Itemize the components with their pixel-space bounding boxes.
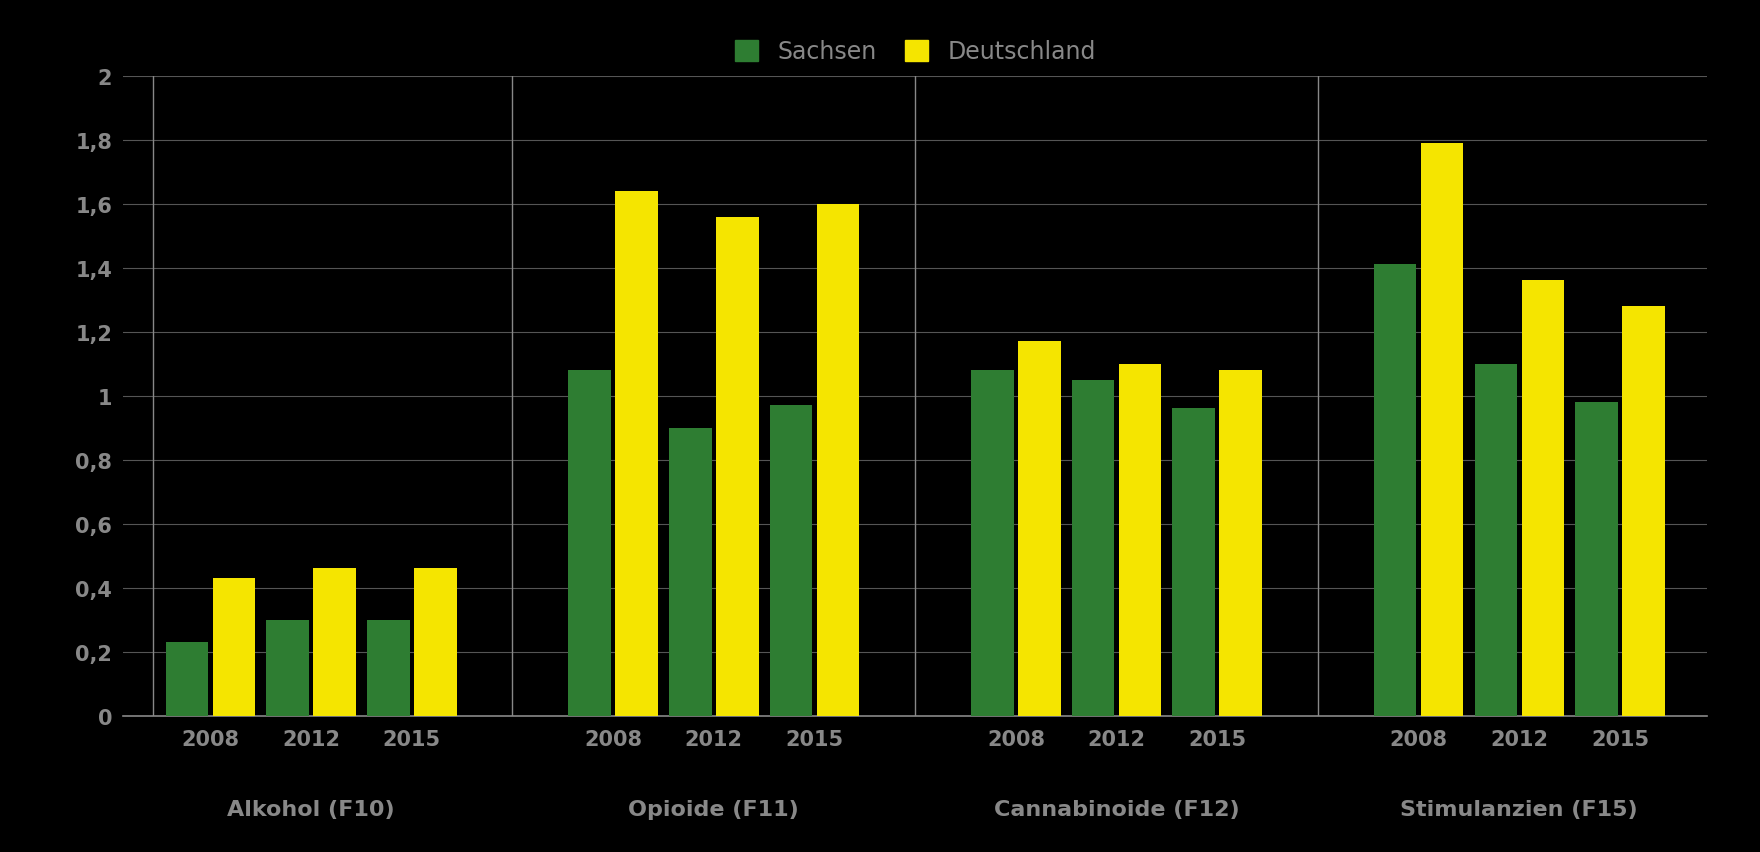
Bar [1119,365,1162,716]
Bar [1521,281,1565,716]
Bar [213,579,255,716]
Bar [1420,144,1463,716]
Legend: Sachsen, Deutschland: Sachsen, Deutschland [725,31,1105,74]
Bar [1072,380,1114,716]
Bar [568,371,611,716]
Bar [972,371,1014,716]
Bar [1375,265,1417,716]
Bar [414,569,456,716]
Text: Cannabinoide (F12): Cannabinoide (F12) [994,799,1239,819]
Bar [716,217,759,716]
Bar [769,406,813,716]
Bar [669,428,711,716]
Text: Stimulanzien (F15): Stimulanzien (F15) [1401,799,1639,819]
Bar [817,204,859,716]
Text: Alkohol (F10): Alkohol (F10) [227,799,394,819]
Bar [313,569,356,716]
Bar [1220,371,1262,716]
Bar [1575,402,1617,716]
Bar [1172,409,1214,716]
Bar [1475,365,1517,716]
Bar [1623,307,1665,716]
Bar [616,192,658,716]
Bar [1017,342,1061,716]
Bar [368,620,410,716]
Bar [266,620,310,716]
Bar [165,642,208,716]
Text: Opioide (F11): Opioide (F11) [628,799,799,819]
